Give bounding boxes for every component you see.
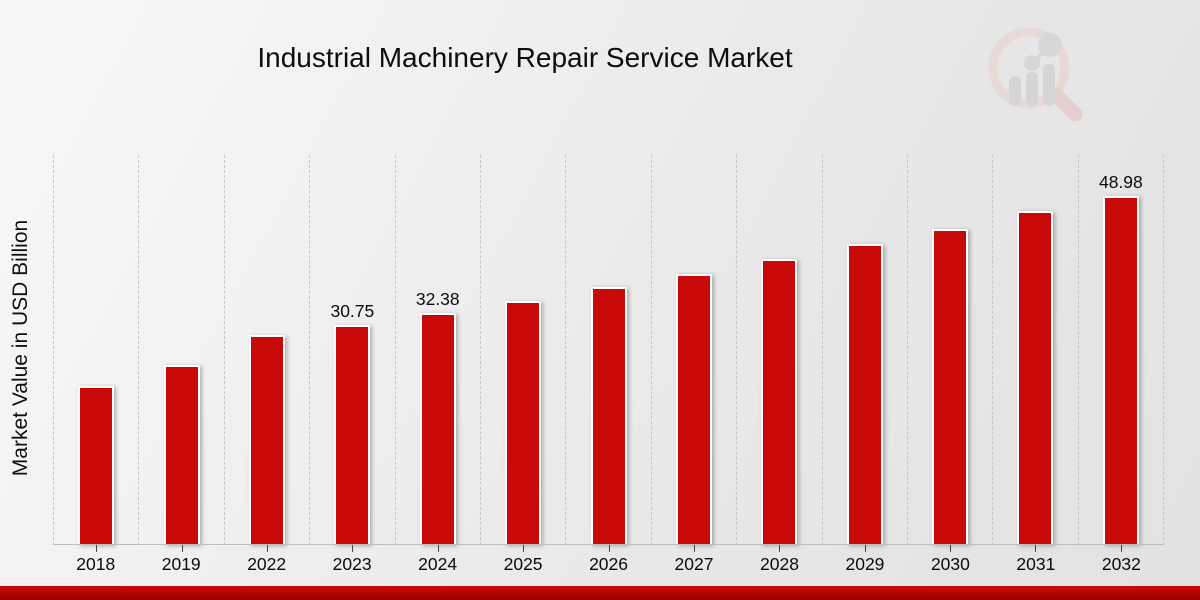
x-axis-tick	[950, 545, 952, 552]
bar-value-label-2032: 48.98	[1098, 171, 1143, 192]
plot-slots: 30.75 32.38 48.98	[53, 155, 1165, 552]
category-slot-2030	[908, 155, 994, 552]
x-axis-labels: 2018 2019 2022 2023 2024 2025 2026 2027 2028 2029…	[53, 554, 1164, 578]
category-slot-2023: 30.75	[310, 155, 396, 552]
x-axis-label-2022: 2022	[247, 554, 287, 574]
category-slot-2022	[225, 155, 311, 552]
bar-2024: 32.38	[416, 289, 460, 545]
bar-2029	[846, 243, 883, 545]
bar-2030	[932, 228, 969, 545]
category-slot-2019	[139, 155, 225, 552]
x-axis-tick	[864, 545, 866, 552]
chart-title: Industrial Machinery Repair Service Mark…	[257, 42, 793, 73]
category-slot-2032: 48.98	[1079, 155, 1165, 552]
bar-2032: 48.98	[1099, 172, 1143, 545]
x-axis-tick	[266, 545, 268, 552]
bar-value-label-2023: 30.75	[330, 300, 375, 321]
x-axis-label-2032: 2032	[1101, 554, 1141, 574]
category-slot-2018	[54, 155, 140, 552]
x-axis-tick	[1120, 545, 1122, 552]
bar-value-label-2024: 32.38	[415, 289, 460, 310]
x-axis-label-2024: 2024	[418, 554, 458, 574]
category-slot-2025	[481, 155, 567, 552]
x-axis-tick	[96, 545, 98, 552]
market-research-future-logo-icon	[982, 22, 1087, 122]
x-axis-tick	[693, 545, 695, 552]
x-axis-label-2028: 2028	[760, 554, 799, 574]
x-axis-tick	[181, 545, 183, 552]
category-slot-2027	[652, 155, 738, 552]
x-axis-label-2023: 2023	[332, 554, 372, 574]
x-axis-label-2026: 2026	[589, 554, 629, 574]
x-axis-line	[53, 544, 1164, 545]
x-axis-tick	[1035, 545, 1037, 552]
bar-2026	[590, 287, 627, 545]
x-axis-tick	[437, 545, 439, 552]
x-axis-tick	[352, 545, 354, 552]
x-axis-label-2019: 2019	[161, 554, 201, 574]
bar-2019	[163, 365, 200, 545]
x-axis-tick	[779, 545, 781, 552]
category-slot-2028	[737, 155, 823, 552]
x-axis-label-2030: 2030	[930, 554, 970, 574]
bar-2018	[78, 385, 115, 545]
plot-area: 30.75 32.38 48.98	[53, 155, 1165, 552]
bar-2027	[675, 273, 712, 545]
category-slot-2024: 32.38	[396, 155, 481, 552]
category-slot-2026	[566, 155, 652, 552]
bar-2023: 30.75	[330, 301, 374, 545]
category-slot-2031	[993, 155, 1079, 552]
x-axis-label-2031: 2031	[1016, 554, 1056, 574]
x-axis-label-2029: 2029	[845, 554, 885, 574]
x-axis-tick	[608, 545, 610, 552]
x-axis-label-2027: 2027	[674, 554, 714, 574]
x-axis-label-2018: 2018	[76, 554, 116, 574]
bar-2031	[1017, 211, 1054, 545]
x-axis-label-2025: 2025	[503, 554, 543, 574]
bar-2022	[248, 334, 285, 545]
x-axis-tick	[523, 545, 525, 552]
bar-2028	[761, 259, 798, 545]
y-axis-label: Market Value in USD Billion	[9, 219, 32, 477]
category-slot-2029	[823, 155, 908, 552]
bar-2025	[505, 301, 542, 545]
footer-accent-bar	[0, 586, 1200, 600]
